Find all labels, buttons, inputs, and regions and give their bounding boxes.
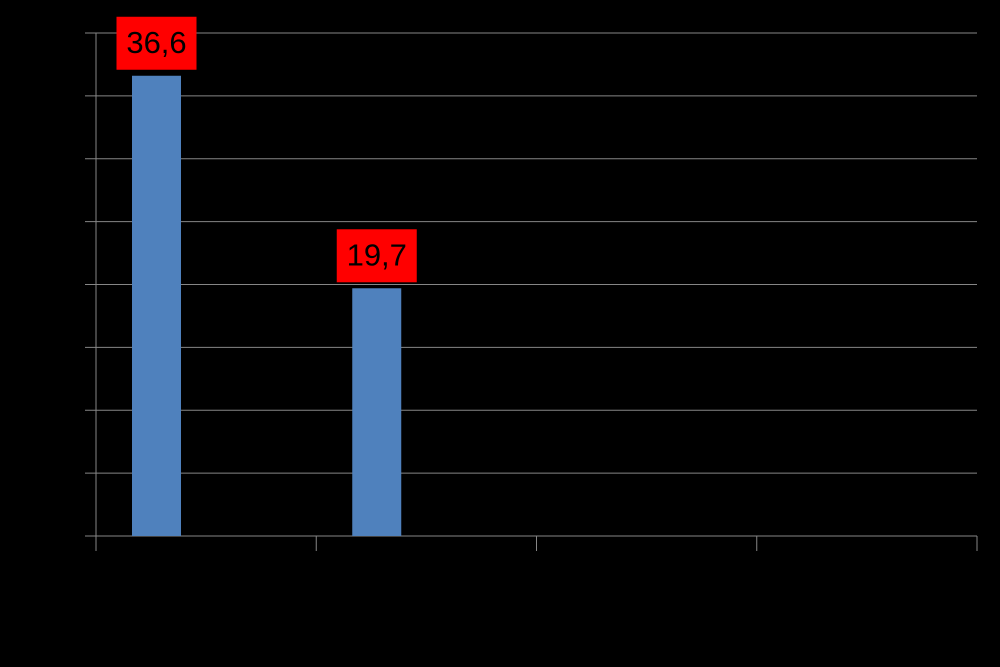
value-label: 36,6 <box>126 25 186 60</box>
value-label-box <box>116 16 197 70</box>
bar <box>352 288 402 536</box>
bar <box>132 75 181 536</box>
value-label: 19,7 <box>347 237 407 272</box>
value-label-box <box>336 229 417 283</box>
